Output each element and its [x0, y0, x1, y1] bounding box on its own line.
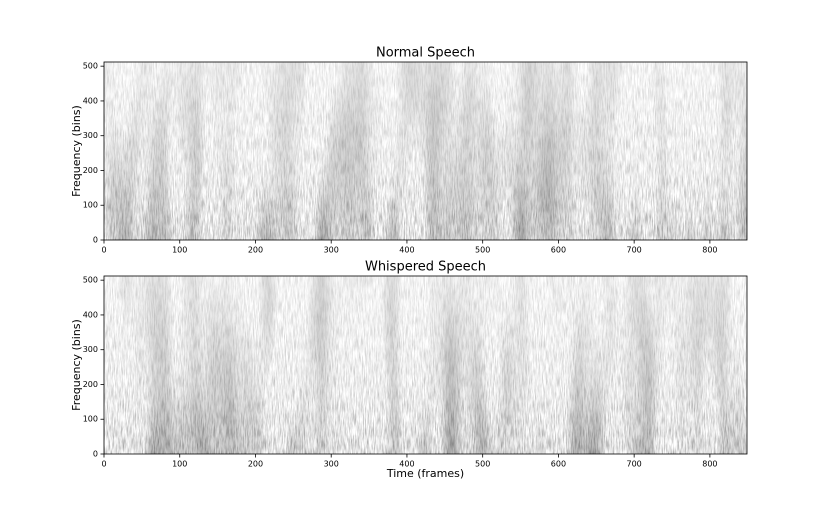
x-tick-label: 100: [172, 246, 187, 255]
x-tick-label: 500: [475, 460, 490, 469]
axes-frame: [103, 275, 748, 455]
y-tick-label: 0: [93, 236, 98, 245]
y-tick-label: 100: [83, 201, 98, 210]
y-tick-label: 400: [83, 310, 98, 319]
y-tick-label: 200: [83, 166, 98, 175]
x-tick-label: 0: [101, 460, 106, 469]
x-tick-label: 400: [399, 460, 414, 469]
x-tick-label: 700: [627, 460, 642, 469]
y-tick-label: 400: [83, 96, 98, 105]
x-tick-label: 100: [172, 460, 187, 469]
x-tick-label: 500: [475, 246, 490, 255]
x-tick-label: 200: [248, 460, 263, 469]
y-tick-label: 100: [83, 415, 98, 424]
y-tick-label: 500: [83, 62, 98, 71]
x-axis-label: Time (frames): [386, 467, 464, 480]
x-tick-label: 800: [702, 246, 717, 255]
spectrogram-fade: [104, 276, 747, 454]
y-tick-label: 500: [83, 276, 98, 285]
axes-frame: [103, 61, 748, 241]
y-tick-label: 300: [83, 131, 98, 140]
y-tick-label: 200: [83, 380, 98, 389]
x-tick-label: 600: [551, 460, 566, 469]
x-tick-label: 300: [324, 460, 339, 469]
y-axis-label: Frequency (bins): [70, 105, 83, 197]
x-tick-label: 300: [324, 246, 339, 255]
x-tick-label: 600: [551, 246, 566, 255]
x-tick-label: 0: [101, 246, 106, 255]
axes-title: Whispered Speech: [365, 260, 486, 275]
x-tick-label: 200: [248, 246, 263, 255]
axes-title: Normal Speech: [376, 46, 475, 61]
x-tick-label: 700: [627, 246, 642, 255]
x-tick-label: 400: [399, 246, 414, 255]
x-tick-label: 800: [702, 460, 717, 469]
y-axis-label: Frequency (bins): [70, 319, 83, 411]
y-tick-label: 300: [83, 345, 98, 354]
y-tick-label: 0: [93, 450, 98, 459]
spectrogram-fade: [104, 62, 747, 240]
